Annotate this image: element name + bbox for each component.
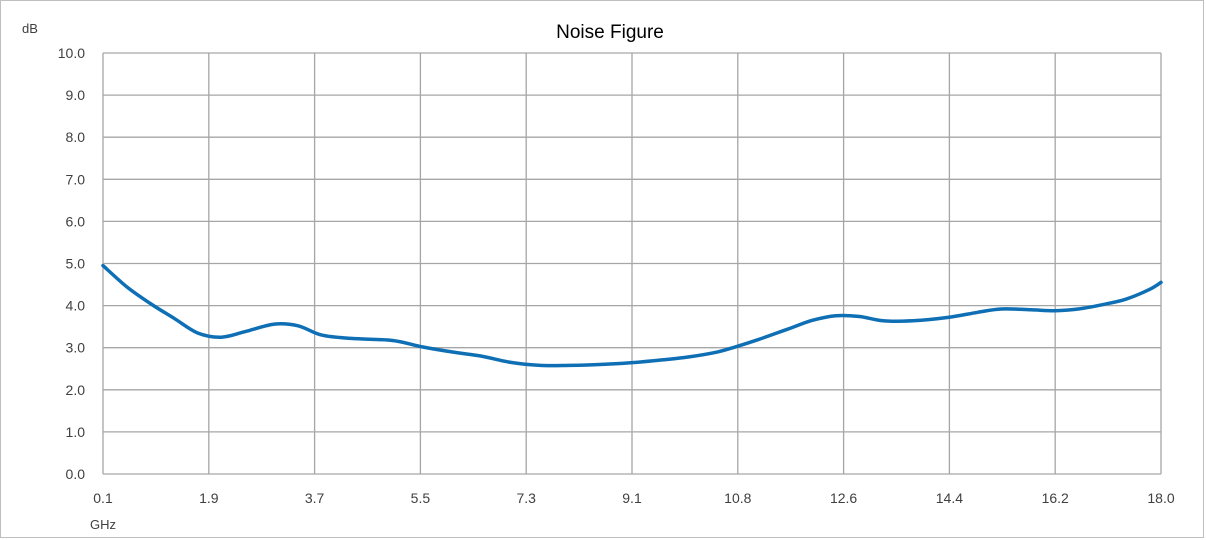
x-tick-label: 9.1 [622,490,642,506]
series-layer [101,263,1163,368]
x-tick-label: 12.6 [830,490,857,506]
series-line-0 [101,263,1163,368]
grid [102,52,1162,475]
y-axis-unit: dB [22,21,38,36]
x-tick-label: 5.5 [411,490,431,506]
y-tick-label: 2.0 [66,382,86,398]
y-tick-label: 3.0 [66,340,86,356]
y-tick-label: 8.0 [66,129,86,145]
x-axis-unit: GHz [90,517,116,532]
y-tick-label: 7.0 [66,171,86,187]
axis-labels: 0.1 1.9 3.7 5.5 7.3 9.1 10.8 12.6 14.4 16.2 18.0 0.… [58,45,1175,506]
x-tick-label: 1.9 [199,490,219,506]
y-tick-label: 6.0 [66,213,86,229]
x-tick-label: 7.3 [516,490,536,506]
x-tick-label: 0.1 [93,490,113,506]
x-tick-label: 3.7 [305,490,325,506]
y-tick-label: 0.0 [66,466,86,482]
x-tick-label: 18.0 [1147,490,1174,506]
x-tick-label: 10.8 [724,490,751,506]
y-tick-label: 10.0 [58,45,85,61]
y-tick-label: 9.0 [66,87,86,103]
y-tick-label: 1.0 [66,424,86,440]
y-tick-label: 4.0 [66,298,86,314]
x-tick-label: 14.4 [936,490,963,506]
x-tick-label: 16.2 [1042,490,1069,506]
y-tick-label: 5.0 [66,256,86,272]
chart-title: Noise Figure [556,22,664,43]
